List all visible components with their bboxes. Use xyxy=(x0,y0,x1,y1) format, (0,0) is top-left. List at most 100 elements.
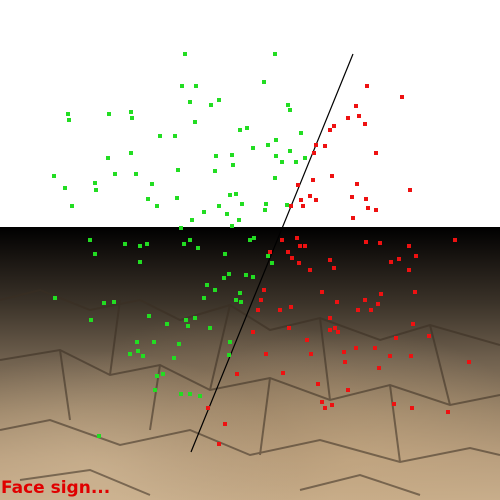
red-point xyxy=(268,250,272,254)
red-point xyxy=(397,257,401,261)
green-point xyxy=(52,174,56,178)
red-point xyxy=(289,305,293,309)
red-point xyxy=(332,124,336,128)
green-point xyxy=(145,242,149,246)
green-point xyxy=(173,134,177,138)
green-point xyxy=(102,301,106,305)
red-point xyxy=(235,372,239,376)
green-point xyxy=(70,204,74,208)
red-point xyxy=(290,256,294,260)
red-point xyxy=(427,334,431,338)
red-point xyxy=(335,300,339,304)
green-point xyxy=(107,112,111,116)
red-point xyxy=(328,258,332,262)
red-point xyxy=(346,388,350,392)
green-point xyxy=(231,163,235,167)
red-point xyxy=(410,406,414,410)
red-point xyxy=(287,326,291,330)
green-point xyxy=(88,238,92,242)
red-point xyxy=(394,336,398,340)
green-point xyxy=(234,298,238,302)
red-point xyxy=(332,266,336,270)
green-point xyxy=(63,186,67,190)
red-point xyxy=(374,208,378,212)
red-point xyxy=(320,400,324,404)
green-point xyxy=(193,316,197,320)
green-point xyxy=(193,120,197,124)
red-point xyxy=(286,250,290,254)
red-point xyxy=(333,326,337,330)
red-point xyxy=(296,183,300,187)
red-point xyxy=(409,354,413,358)
green-point xyxy=(190,218,194,222)
red-point xyxy=(365,84,369,88)
red-point xyxy=(328,128,332,132)
red-point xyxy=(355,182,359,186)
red-point xyxy=(343,360,347,364)
green-point xyxy=(202,296,206,300)
red-point xyxy=(295,236,299,240)
green-point xyxy=(93,181,97,185)
green-point xyxy=(186,324,190,328)
red-point xyxy=(316,382,320,386)
green-point xyxy=(222,276,226,280)
green-point xyxy=(128,352,132,356)
red-point xyxy=(303,244,307,248)
green-point xyxy=(238,291,242,295)
green-point xyxy=(134,172,138,176)
green-point xyxy=(237,218,241,222)
red-point xyxy=(311,178,315,182)
green-point xyxy=(273,176,277,180)
green-point xyxy=(175,196,179,200)
green-point xyxy=(217,204,221,208)
red-point xyxy=(259,298,263,302)
red-point xyxy=(379,292,383,296)
green-point xyxy=(227,272,231,276)
green-point xyxy=(177,342,181,346)
green-point xyxy=(155,204,159,208)
green-point xyxy=(263,208,267,212)
green-point xyxy=(176,168,180,172)
red-point xyxy=(346,116,350,120)
red-point xyxy=(323,406,327,410)
red-point xyxy=(328,316,332,320)
red-point xyxy=(392,402,396,406)
green-point xyxy=(146,197,150,201)
red-point xyxy=(377,366,381,370)
red-point xyxy=(256,308,260,312)
red-point xyxy=(217,442,221,446)
red-point xyxy=(366,206,370,210)
green-point xyxy=(228,193,232,197)
green-point xyxy=(94,188,98,192)
red-point xyxy=(373,346,377,350)
green-point xyxy=(188,238,192,242)
green-point xyxy=(266,143,270,147)
green-point xyxy=(262,80,266,84)
green-point xyxy=(234,192,238,196)
red-point xyxy=(446,410,450,414)
red-point xyxy=(364,197,368,201)
green-point xyxy=(273,52,277,56)
green-point xyxy=(230,224,234,228)
red-point xyxy=(356,308,360,312)
red-point xyxy=(376,302,380,306)
status-text: Face sign... xyxy=(1,478,111,498)
red-point xyxy=(264,352,268,356)
red-point xyxy=(262,288,266,292)
green-point xyxy=(113,172,117,176)
green-point xyxy=(53,296,57,300)
green-point xyxy=(67,118,71,122)
green-point xyxy=(264,202,268,206)
red-point xyxy=(413,290,417,294)
green-point xyxy=(245,126,249,130)
red-point xyxy=(312,151,316,155)
red-point xyxy=(364,240,368,244)
red-point xyxy=(363,122,367,126)
red-point xyxy=(314,143,318,147)
green-point xyxy=(138,260,142,264)
red-point xyxy=(309,352,313,356)
red-point xyxy=(314,198,318,202)
green-point xyxy=(244,273,248,277)
